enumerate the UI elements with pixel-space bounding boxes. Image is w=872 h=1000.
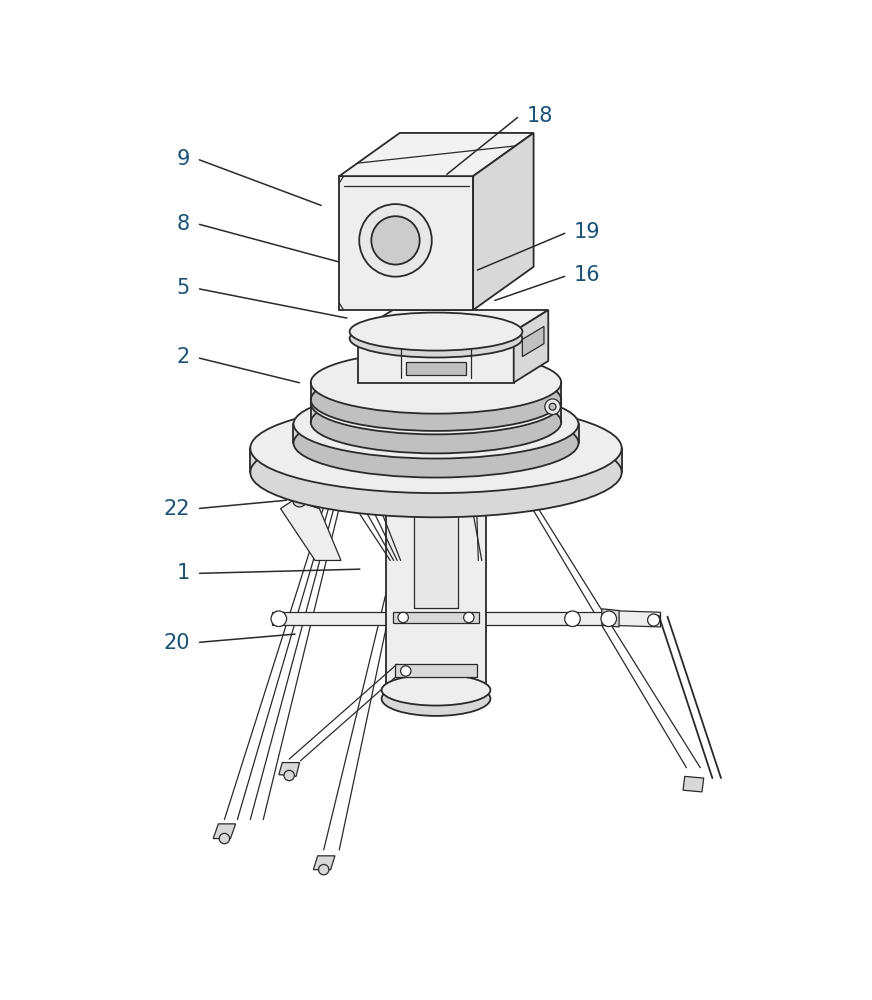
Polygon shape: [522, 326, 544, 357]
Text: 2: 2: [177, 347, 190, 367]
Text: 5: 5: [177, 278, 190, 298]
Polygon shape: [392, 612, 480, 623]
Polygon shape: [609, 611, 661, 627]
Polygon shape: [339, 176, 473, 310]
Text: 20: 20: [163, 633, 190, 653]
Text: 1: 1: [177, 563, 190, 583]
Polygon shape: [683, 776, 704, 792]
Ellipse shape: [294, 408, 578, 478]
Ellipse shape: [386, 421, 486, 449]
Text: 19: 19: [574, 222, 601, 242]
Text: 22: 22: [163, 499, 190, 519]
Ellipse shape: [350, 313, 522, 351]
Ellipse shape: [250, 403, 622, 493]
Ellipse shape: [382, 674, 490, 706]
Polygon shape: [394, 664, 478, 677]
Circle shape: [545, 399, 561, 414]
Text: 8: 8: [177, 214, 190, 234]
Circle shape: [648, 614, 660, 626]
Polygon shape: [602, 609, 619, 627]
Polygon shape: [281, 500, 341, 560]
Ellipse shape: [310, 372, 562, 434]
Ellipse shape: [250, 427, 622, 517]
Polygon shape: [310, 383, 562, 400]
Ellipse shape: [350, 319, 522, 357]
Ellipse shape: [310, 369, 562, 431]
Polygon shape: [279, 763, 300, 776]
Ellipse shape: [310, 351, 562, 414]
Circle shape: [601, 611, 617, 627]
Circle shape: [293, 493, 306, 507]
Polygon shape: [250, 448, 622, 472]
Ellipse shape: [382, 681, 490, 716]
Circle shape: [371, 216, 419, 265]
Text: 16: 16: [574, 265, 601, 285]
Circle shape: [219, 833, 229, 844]
Polygon shape: [272, 612, 609, 625]
Polygon shape: [473, 133, 534, 310]
Circle shape: [318, 864, 329, 875]
Circle shape: [398, 612, 408, 623]
Circle shape: [400, 666, 411, 676]
Circle shape: [284, 770, 295, 781]
Polygon shape: [339, 133, 534, 176]
Polygon shape: [358, 332, 514, 383]
Polygon shape: [414, 465, 458, 608]
Text: 9: 9: [176, 149, 190, 169]
Ellipse shape: [310, 391, 562, 453]
Circle shape: [464, 612, 474, 623]
Ellipse shape: [294, 389, 578, 459]
Circle shape: [565, 611, 580, 627]
Polygon shape: [213, 824, 235, 839]
Circle shape: [271, 611, 287, 627]
Polygon shape: [313, 856, 335, 870]
Polygon shape: [386, 435, 486, 690]
Polygon shape: [310, 403, 562, 422]
Circle shape: [359, 204, 432, 277]
Text: 18: 18: [527, 106, 553, 126]
Polygon shape: [294, 424, 578, 443]
Circle shape: [549, 403, 556, 410]
Polygon shape: [514, 310, 548, 383]
Polygon shape: [405, 362, 467, 375]
Polygon shape: [358, 310, 548, 332]
